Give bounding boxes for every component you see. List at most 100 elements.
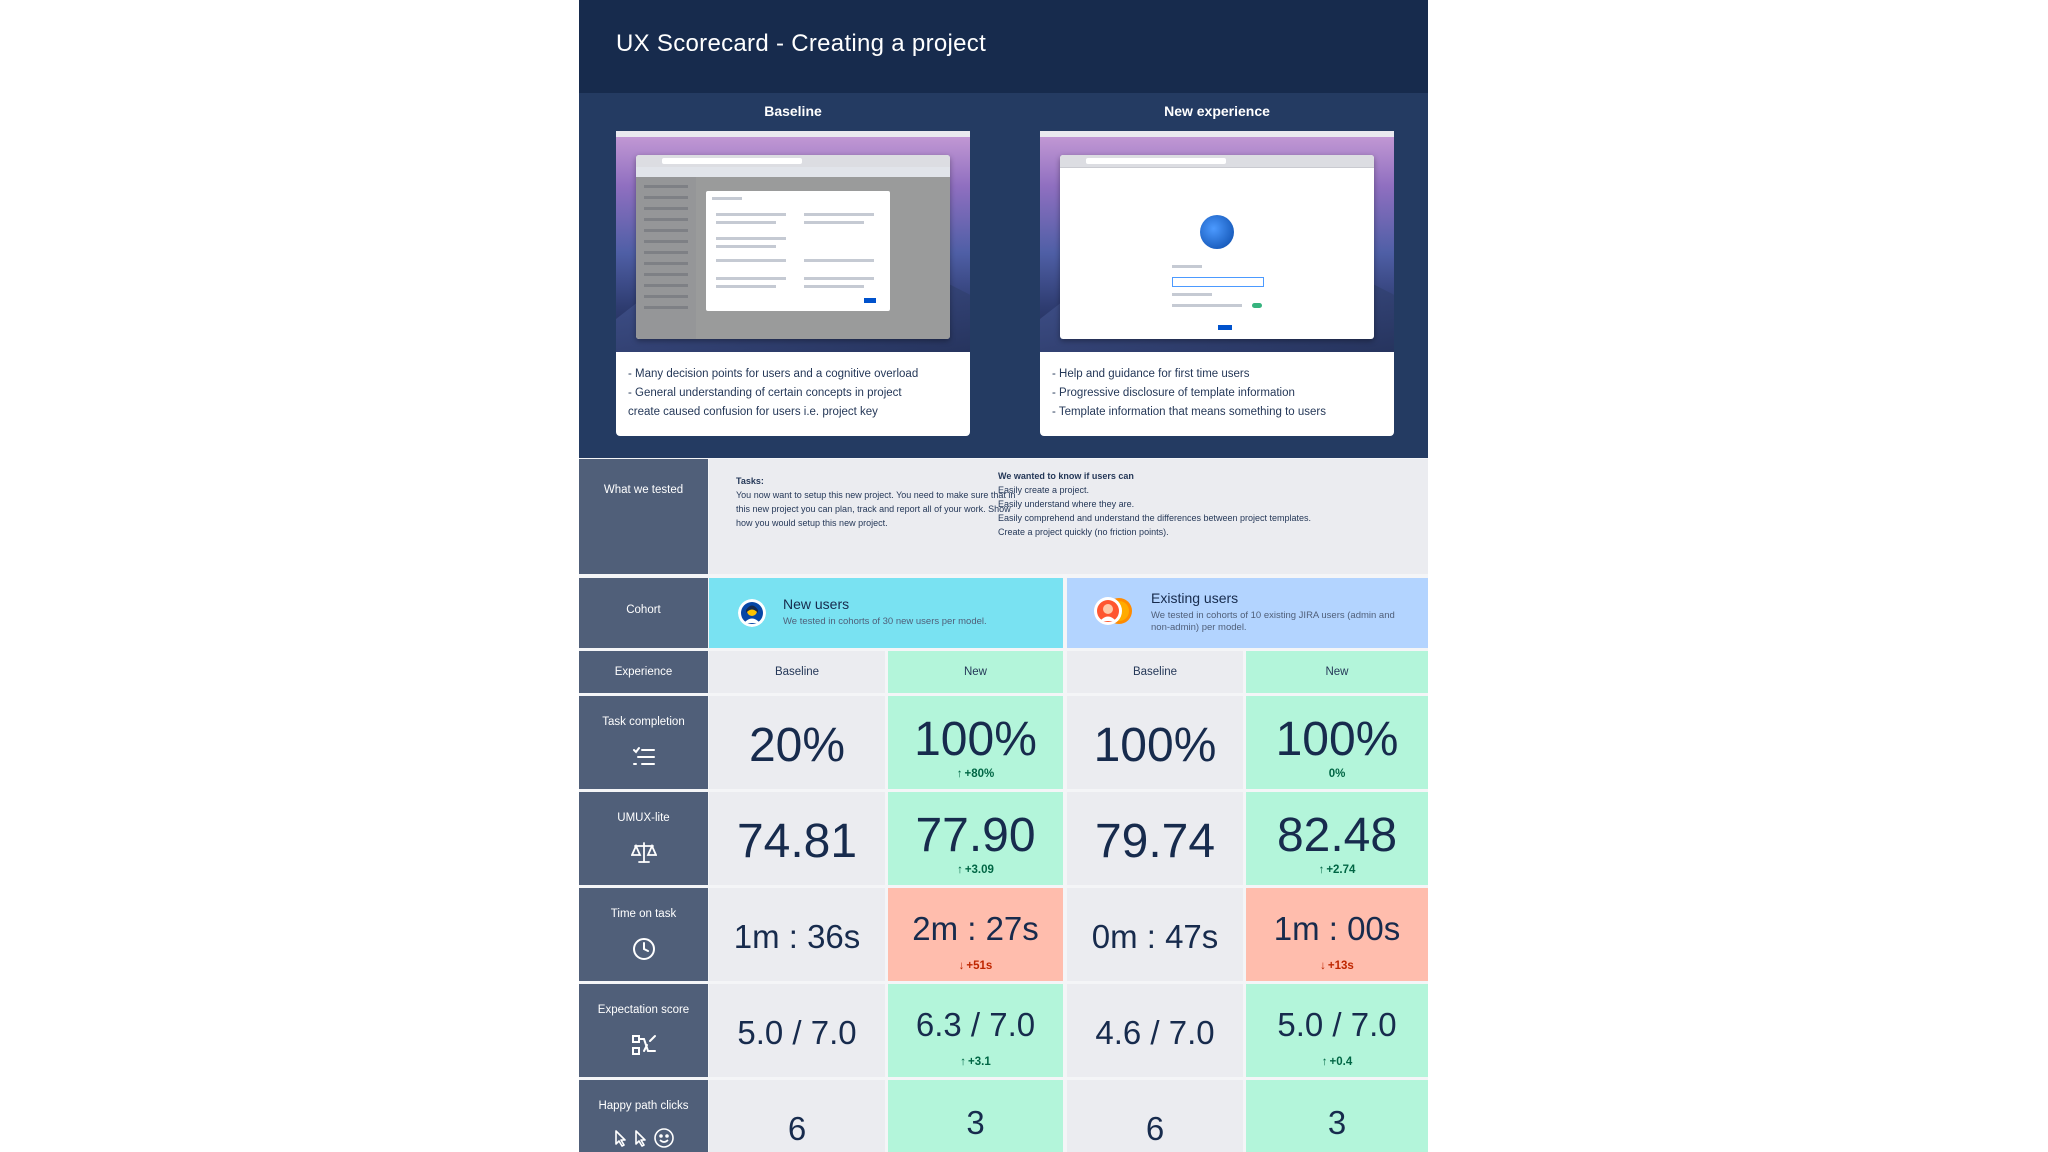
new-experience-screenshot xyxy=(1040,131,1394,352)
metric-cell: 77.90 ↑ +3.09 xyxy=(888,792,1063,885)
metric-cell: 6.3 / 7.0 ↑ +3.1 xyxy=(888,984,1063,1077)
metric-label-text: Time on task xyxy=(610,908,677,920)
metric-value: 82.48 xyxy=(1276,809,1398,862)
metric-value: 6 xyxy=(1145,1110,1165,1147)
goal-item: Easily create a project. xyxy=(998,485,1090,495)
header: UX Scorecard - Creating a project xyxy=(579,0,1428,93)
metric-value: 20% xyxy=(748,719,846,772)
scorecard-page: UX Scorecard - Creating a project Baseli… xyxy=(579,0,1428,1152)
new-experience-panel-label: New experience xyxy=(1164,103,1270,119)
metric-cell: 3 xyxy=(888,1080,1063,1152)
metric-delta: 0% xyxy=(1328,768,1346,780)
experience-col-new: New xyxy=(1246,651,1428,693)
metric-cell: 5.0 / 7.0 xyxy=(709,984,885,1077)
goal-item: Create a project quickly (no friction po… xyxy=(998,527,1169,537)
metric-value: 5.0 / 7.0 xyxy=(1277,1006,1397,1043)
experience-col-baseline: Baseline xyxy=(709,651,885,693)
metric-cell: 74.81 xyxy=(709,792,885,885)
metric-value: 6.3 / 7.0 xyxy=(915,1006,1036,1043)
cohort-existing-users-desc: We tested in cohorts of 10 existing JIRA… xyxy=(1151,610,1395,633)
new-experience-note: - Template information that means someth… xyxy=(1052,406,1327,418)
arrow-up-icon: ↑ xyxy=(957,864,963,876)
cohort-new-users-name: New users xyxy=(783,596,850,612)
metric-value: 4.6 / 7.0 xyxy=(1095,1014,1215,1051)
goals-block: We wanted to know if users can Easily cr… xyxy=(998,469,1318,539)
metric-cell: 100% 0% xyxy=(1246,696,1428,789)
metric-value: 79.74 xyxy=(1094,815,1216,868)
metric-label-text: Happy path clicks xyxy=(598,1100,689,1112)
new-experience-note: - Progressive disclosure of template inf… xyxy=(1052,387,1295,399)
metric-value: 100% xyxy=(914,713,1037,766)
metric-label: Time on task xyxy=(579,888,708,981)
metric-delta: ↑ +3.09 xyxy=(957,864,994,876)
baseline-note: - General understanding of certain conce… xyxy=(628,387,902,399)
baseline-screenshot xyxy=(616,131,970,352)
metric-value: 100% xyxy=(1093,719,1217,772)
metric-delta: ↓ +51s xyxy=(958,960,993,972)
metric-value: 6 xyxy=(787,1110,807,1147)
cohort-new-users: New users We tested in cohorts of 30 new… xyxy=(709,578,1063,648)
metric-cell: 20% xyxy=(709,696,885,789)
metric-cell: 1m : 00s ↓ +13s xyxy=(1246,888,1428,981)
new-experience-notes: - Help and guidance for first time users… xyxy=(1040,352,1394,436)
metric-label-text: Task completion xyxy=(602,716,685,728)
metric-delta: ↑ +2.74 xyxy=(1318,864,1356,876)
goal-item: Easily comprehend and understand the dif… xyxy=(998,513,1312,523)
baseline-panel: Baseline xyxy=(616,93,970,438)
new-user-avatar-icon xyxy=(738,599,766,627)
goals-heading: We wanted to know if users can xyxy=(998,471,1134,481)
metric-label: Task completion xyxy=(579,696,708,789)
checklist-icon xyxy=(631,744,657,770)
metric-cell: 3 xyxy=(1246,1080,1428,1152)
what-we-tested-label: What we tested xyxy=(579,459,708,574)
metric-label: UMUX-lite xyxy=(579,792,708,885)
clock-icon xyxy=(631,936,657,962)
metric-label-text: UMUX-lite xyxy=(617,812,670,824)
arrow-up-icon: ↑ xyxy=(956,768,963,780)
metric-value: 74.81 xyxy=(736,815,858,868)
arrow-down-icon: ↓ xyxy=(958,960,965,972)
metric-value: 77.90 xyxy=(915,809,1036,862)
cohort-existing-users-name: Existing users xyxy=(1151,590,1239,606)
metric-label: Happy path clicks xyxy=(579,1080,708,1152)
arrow-up-icon: ↑ xyxy=(960,1056,967,1068)
metric-value: 0m : 47s xyxy=(1091,918,1219,955)
metric-cell: 6 xyxy=(1067,1080,1243,1152)
experience-col-new: New xyxy=(888,651,1063,693)
metric-value: 3 xyxy=(1327,1104,1347,1141)
new-experience-note: - Help and guidance for first time users xyxy=(1052,368,1250,380)
metric-cell: 5.0 / 7.0 ↑ +0.4 xyxy=(1246,984,1428,1077)
metric-cell: 100% xyxy=(1067,696,1243,789)
metric-value: 2m : 27s xyxy=(912,910,1039,947)
baseline-notes: - Many decision points for users and a c… xyxy=(616,352,970,436)
metric-value: 1m : 36s xyxy=(733,918,861,955)
experience-col-baseline: Baseline xyxy=(1067,651,1243,693)
page-title: UX Scorecard - Creating a project xyxy=(616,30,987,57)
metric-cell: 1m : 36s xyxy=(709,888,885,981)
metric-cell: 82.48 ↑ +2.74 xyxy=(1246,792,1428,885)
metric-value: 3 xyxy=(966,1104,985,1141)
metric-cell: 2m : 27s ↓ +51s xyxy=(888,888,1063,981)
cohort-label: Cohort xyxy=(579,578,708,648)
baseline-note: create caused confusion for users i.e. p… xyxy=(628,406,878,418)
metric-label: Expectation score xyxy=(579,984,708,1077)
comparison-section: Baseline xyxy=(579,93,1428,458)
metric-cell: 4.6 / 7.0 xyxy=(1067,984,1243,1077)
what-we-tested-body: Tasks: You now want to setup this new pr… xyxy=(709,459,1428,574)
metric-cell: 79.74 xyxy=(1067,792,1243,885)
metric-cell: 0m : 47s xyxy=(1067,888,1243,981)
metric-cell: 6 xyxy=(709,1080,885,1152)
goal-item: Easily understand where they are. xyxy=(998,499,1135,509)
flow-icon xyxy=(631,1032,657,1058)
metric-value: 1m : 00s xyxy=(1273,910,1401,947)
tasks-block: Tasks: You now want to setup this new pr… xyxy=(736,474,1026,530)
metric-value: 100% xyxy=(1275,713,1399,766)
experience-label: Experience xyxy=(579,651,708,693)
existing-users-avatar-icon xyxy=(1094,597,1132,625)
metric-delta: ↓ +13s xyxy=(1320,960,1354,972)
metric-cell: 100% ↑ +80% xyxy=(888,696,1063,789)
metric-value: 5.0 / 7.0 xyxy=(737,1014,857,1051)
tasks-text: You now want to setup this new project. … xyxy=(736,490,1016,528)
cohort-existing-users: Existing users We tested in cohorts of 1… xyxy=(1067,578,1428,648)
scale-icon xyxy=(630,840,657,866)
